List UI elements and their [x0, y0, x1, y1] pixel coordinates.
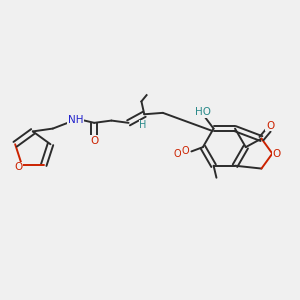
Text: O: O	[14, 162, 22, 172]
Text: O: O	[174, 149, 182, 159]
Text: O: O	[266, 121, 274, 131]
Text: O: O	[90, 136, 98, 146]
Text: O: O	[272, 148, 281, 159]
Text: NH: NH	[68, 115, 83, 125]
Text: O: O	[182, 146, 190, 156]
Text: HO: HO	[195, 107, 211, 117]
Text: O: O	[181, 148, 188, 158]
Text: H: H	[139, 120, 146, 130]
